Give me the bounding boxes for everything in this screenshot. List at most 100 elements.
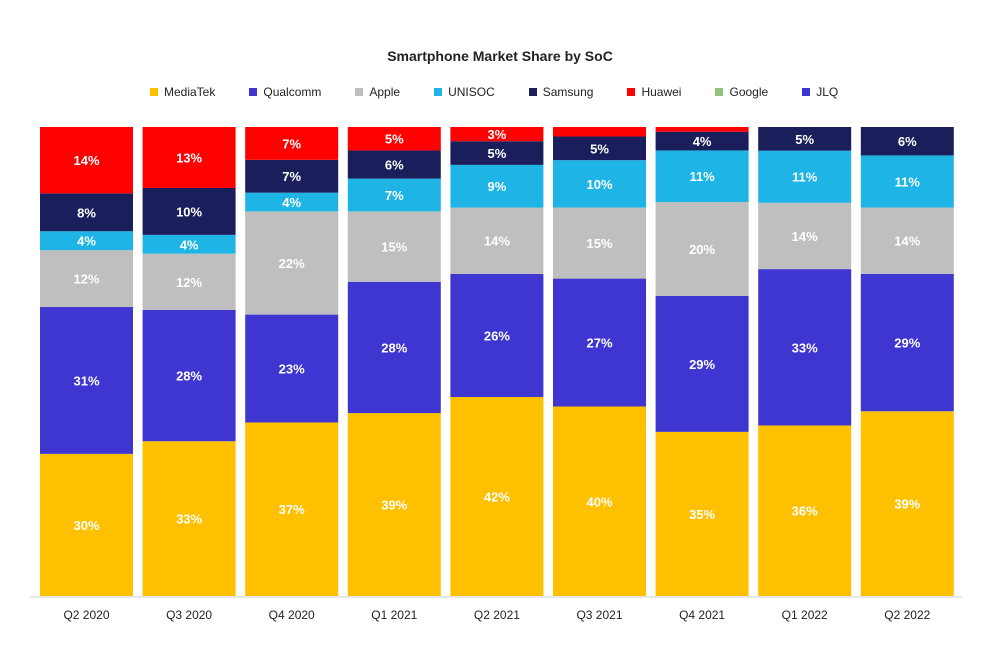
legend-item: Google: [715, 85, 768, 99]
data-label: 31%: [73, 373, 99, 388]
data-label: 13%: [176, 150, 202, 165]
legend-label: MediaTek: [164, 85, 216, 99]
data-label: 14%: [73, 153, 99, 168]
legend-swatch: [249, 88, 258, 96]
bar-segment-unisoc: [758, 150, 852, 203]
legend-swatch: [355, 88, 364, 96]
data-label: 3%: [488, 127, 507, 142]
bar-segment-huawei: [655, 127, 749, 132]
data-label: 5%: [488, 146, 507, 161]
bar-segment-apple: [40, 250, 133, 308]
data-label: 33%: [792, 340, 818, 355]
legend-swatch: [150, 88, 158, 96]
x-tick-label: Q3 2021: [576, 608, 622, 622]
bar-segment-huawei: [553, 127, 646, 137]
bar-segment-apple: [142, 253, 236, 310]
legend-label: Samsung: [542, 85, 594, 99]
bar-segment-unisoc: [655, 150, 749, 203]
data-label: 10%: [586, 177, 612, 192]
bar-segment-mediatek: [758, 425, 852, 596]
bar-segment-unisoc: [347, 178, 441, 212]
data-label: 28%: [176, 369, 202, 384]
bar-segment-unisoc: [40, 231, 133, 251]
data-label: 11%: [689, 169, 715, 184]
bar-segment-mediatek: [655, 431, 749, 596]
data-label: 9%: [488, 179, 507, 194]
legend-swatch: [434, 88, 443, 96]
legend: MediaTek Qualcomm Apple UNISOC Samsung Huawei…: [150, 85, 910, 99]
legend-item: UNISOC: [434, 85, 495, 99]
data-label: 30%: [73, 518, 99, 533]
bar-segment-qualcomm: [655, 295, 749, 432]
x-tick-label: Q1 2021: [371, 608, 417, 622]
bar-segment-apple: [450, 207, 544, 274]
bar-segment-samsung: [40, 193, 133, 232]
bar-segment-qualcomm: [347, 281, 441, 414]
bar-segment-huawei: [450, 127, 544, 142]
legend-swatch: [715, 88, 724, 96]
bar-segment-huawei: [347, 127, 441, 151]
data-label: 22%: [279, 256, 305, 271]
data-label: 35%: [689, 507, 715, 522]
data-label: 8%: [77, 205, 96, 220]
legend-label: UNISOC: [448, 85, 495, 99]
data-label: 5%: [590, 141, 609, 156]
bar-segment-huawei: [40, 127, 133, 194]
bar-segment-qualcomm: [553, 278, 646, 407]
bar-segment-unisoc: [860, 155, 954, 208]
bar-segment-apple: [245, 211, 339, 315]
data-label: 12%: [176, 275, 202, 290]
legend-label: Qualcomm: [263, 85, 322, 99]
data-label: 4%: [282, 195, 301, 210]
data-label: 6%: [898, 134, 917, 149]
data-label: 37%: [279, 502, 305, 517]
bar-segment-huawei: [245, 127, 339, 160]
data-label: 39%: [381, 498, 407, 513]
legend-item: Qualcomm: [249, 85, 321, 99]
data-label: 4%: [180, 237, 199, 252]
data-label: 4%: [693, 134, 712, 149]
bar-segment-samsung: [450, 141, 544, 165]
x-tick-label: Q2 2021: [474, 608, 520, 622]
bar-segment-mediatek: [860, 411, 954, 596]
bar-segment-qualcomm: [860, 273, 954, 412]
chart-title: Smartphone Market Share by SoC: [387, 48, 613, 64]
data-label: 27%: [586, 336, 612, 351]
legend-item: MediaTek: [150, 85, 215, 99]
bar-segment-qualcomm: [758, 269, 852, 426]
data-label: 33%: [176, 512, 202, 527]
data-label: 15%: [586, 236, 612, 251]
data-label: 11%: [895, 174, 921, 189]
data-label: 14%: [484, 234, 510, 249]
bar-segment-apple: [347, 211, 441, 282]
data-label: 7%: [385, 188, 404, 203]
bar-segment-apple: [860, 207, 954, 274]
bar-segment-huawei: [142, 127, 236, 188]
data-label: 7%: [282, 136, 301, 151]
bar-segment-unisoc: [553, 160, 646, 208]
legend-item: Apple: [355, 85, 400, 99]
bar-segment-mediatek: [245, 422, 339, 596]
bar-segment-mediatek: [347, 413, 441, 596]
bar-segment-apple: [655, 202, 749, 296]
x-tick-label: Q2 2022: [884, 608, 930, 622]
bar-segment-unisoc: [142, 234, 236, 254]
bar-segment-samsung: [860, 127, 954, 156]
data-label: 10%: [176, 204, 202, 219]
data-label: 28%: [381, 340, 407, 355]
data-label: 12%: [73, 272, 99, 287]
bar-segment-qualcomm: [245, 314, 339, 423]
data-label: 4%: [77, 234, 96, 249]
x-tick-label: Q3 2020: [166, 608, 212, 622]
bar-segment-unisoc: [450, 164, 544, 208]
bar-segment-samsung: [553, 136, 646, 161]
bar-segment-mediatek: [450, 397, 544, 596]
data-label: 11%: [792, 170, 818, 185]
data-label: 42%: [484, 490, 510, 505]
bar-segment-samsung: [245, 159, 339, 193]
data-label: 15%: [381, 240, 407, 255]
legend-label: Huawei: [641, 85, 682, 99]
legend-label: Google: [729, 85, 769, 99]
bar-segment-samsung: [142, 187, 236, 235]
